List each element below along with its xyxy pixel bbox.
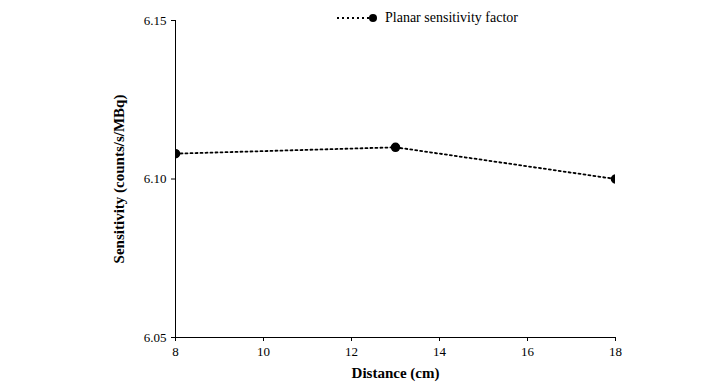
svg-text:6.05: 6.05 (144, 330, 167, 345)
svg-text:10: 10 (257, 344, 270, 359)
svg-text:18: 18 (609, 344, 622, 359)
svg-text:Sensitivity (counts/s/MBq): Sensitivity (counts/s/MBq) (111, 95, 128, 264)
svg-text:6.15: 6.15 (144, 13, 167, 28)
svg-text:6.10: 6.10 (144, 171, 167, 186)
html-text:Planar sensitivity factor: Planar sensitivity factor (385, 10, 518, 25)
svg-text:Distance (cm): Distance (cm) (352, 365, 440, 382)
svg-text:16: 16 (521, 344, 535, 359)
svg-text:8: 8 (172, 344, 179, 359)
svg-text:12: 12 (345, 344, 358, 359)
svg-text:14: 14 (433, 344, 447, 359)
